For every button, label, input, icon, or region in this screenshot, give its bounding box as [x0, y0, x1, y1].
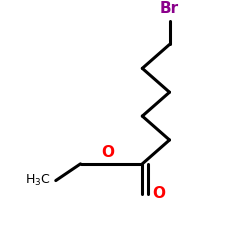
Text: Br: Br [160, 1, 179, 16]
Text: O: O [101, 145, 114, 160]
Text: H$_3$C: H$_3$C [25, 173, 51, 188]
Text: O: O [152, 186, 165, 201]
